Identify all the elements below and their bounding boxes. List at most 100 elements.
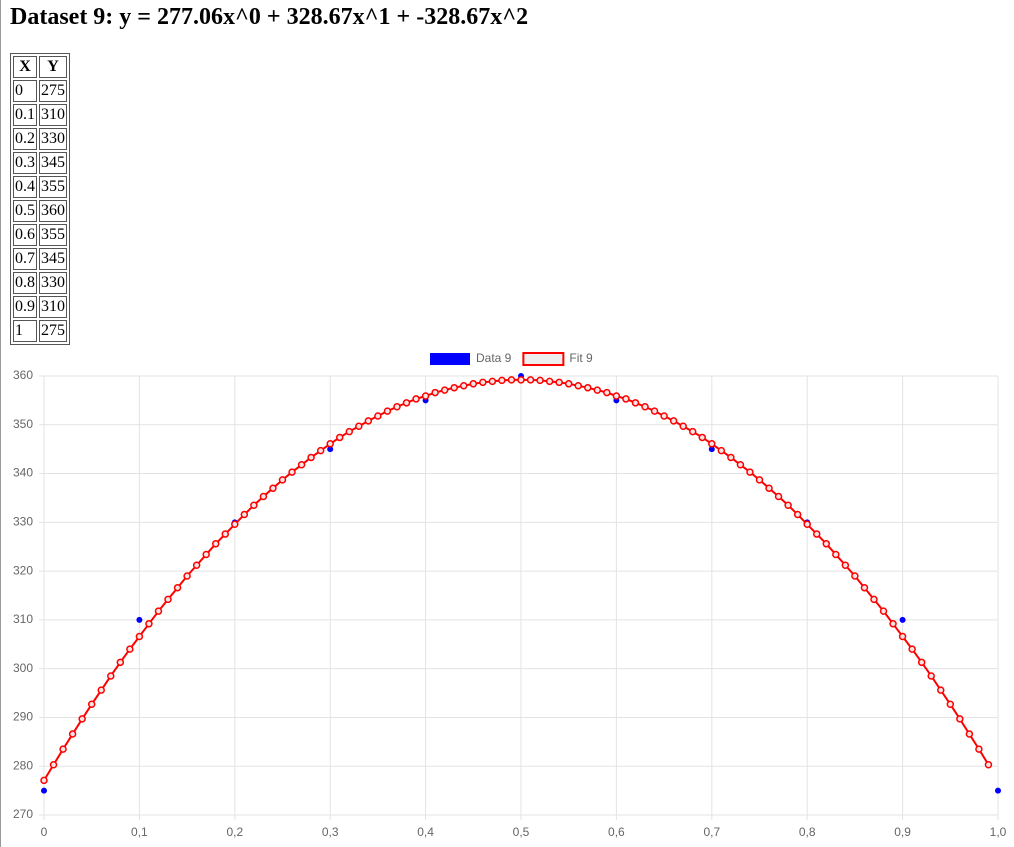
fit-point — [946, 700, 955, 709]
x-tick-label: 0,8 — [799, 825, 816, 839]
fit-point — [116, 658, 125, 667]
fit-point — [269, 484, 277, 492]
fit-point — [517, 376, 525, 384]
fit-point — [736, 461, 745, 469]
data-table: X Y 0 275 0.1 310 0.2 330 0.3 345 0.4 355 0.5 360 0.6 3… — [10, 53, 70, 345]
fit-point — [307, 453, 315, 462]
fit-point — [440, 386, 449, 394]
chart: 270 280 290 300 310 320 330 340 350 360 0 0,1 0,2 0,3… — [13, 351, 1007, 839]
fit-point — [202, 550, 210, 559]
fit-point — [965, 730, 974, 738]
table-cell: 330 — [39, 128, 67, 150]
fit-point — [374, 412, 382, 420]
x-tick-label: 0,6 — [608, 825, 625, 839]
fit-point — [956, 715, 964, 723]
table-row: 1 275 — [13, 320, 67, 342]
fit-point — [68, 730, 77, 738]
fit-point — [917, 658, 926, 667]
table-cell: 1 — [13, 320, 37, 342]
table-row: 0.7 345 — [13, 248, 67, 270]
fit-point — [851, 572, 859, 580]
fit-point — [717, 446, 726, 455]
y-tick-label: 350 — [13, 417, 33, 431]
fit-point — [183, 572, 191, 580]
fit-point — [221, 530, 230, 538]
x-tick-label: 0,4 — [417, 825, 434, 839]
fit-point — [412, 395, 420, 403]
fit-point — [860, 583, 869, 592]
data-point — [708, 446, 715, 453]
fit-point — [746, 468, 754, 476]
fit-point — [460, 382, 468, 390]
fit-point — [97, 686, 105, 694]
x-tick-label: 0,5 — [513, 825, 530, 839]
fit-point — [135, 632, 144, 641]
table-cell: 355 — [39, 224, 67, 246]
table-cell: 0.3 — [13, 152, 37, 174]
fit-point — [803, 520, 811, 529]
fit-point — [688, 427, 697, 436]
data-point — [899, 616, 906, 623]
fit-point — [937, 686, 945, 694]
legend-label: Fit 9 — [569, 351, 593, 365]
fit-point — [450, 383, 458, 392]
table-cell: 0.5 — [13, 200, 37, 222]
x-tick-label: 0,3 — [322, 825, 339, 839]
table-cell: 0.4 — [13, 176, 37, 198]
fit-point — [641, 402, 649, 411]
fit-point — [297, 461, 306, 469]
y-tick-label: 290 — [13, 710, 33, 724]
legend-swatch — [522, 352, 565, 366]
header-cell: Y — [39, 56, 67, 78]
fit-point — [889, 620, 897, 628]
fit-point — [679, 422, 687, 430]
fit-point — [211, 540, 220, 548]
fit-point — [145, 620, 153, 628]
y-tick-label: 340 — [13, 466, 33, 480]
table-cell: 0.9 — [13, 296, 37, 318]
fit-point — [669, 417, 678, 425]
table-row: 0 275 — [13, 80, 67, 102]
y-tick-label: 360 — [13, 368, 33, 382]
fit-point — [765, 484, 773, 492]
y-tick-label: 300 — [13, 661, 33, 675]
fit-point — [240, 510, 249, 519]
fit-point — [984, 761, 993, 769]
fit-point — [774, 492, 783, 501]
table-cell: 360 — [39, 200, 67, 222]
table-row: 0.8 330 — [13, 272, 67, 294]
table-cell: 310 — [39, 104, 67, 126]
y-tick-label: 330 — [13, 515, 33, 529]
table-row: 0.2 330 — [13, 128, 67, 150]
fit-point — [593, 386, 602, 394]
data-point — [995, 787, 1001, 794]
fit-point — [288, 468, 296, 476]
fit-point — [383, 407, 392, 415]
table-cell: 0.2 — [13, 128, 37, 150]
y-tick-label: 320 — [13, 563, 33, 577]
data-point — [327, 446, 334, 453]
table-row: 0.4 355 — [13, 176, 67, 198]
table-cell: 0.8 — [13, 272, 37, 294]
fit-line — [43, 378, 990, 781]
fit-point — [49, 761, 58, 769]
fit-point — [870, 595, 878, 604]
table-row: 0.5 360 — [13, 200, 67, 222]
y-tick-label: 280 — [13, 758, 33, 772]
table-cell: 345 — [39, 152, 67, 174]
table-row: 0.6 355 — [13, 224, 67, 246]
y-tick-label: 270 — [13, 807, 33, 821]
table-row: 0.3 345 — [13, 152, 67, 174]
fit-point — [584, 383, 592, 392]
fit-point — [784, 501, 792, 510]
fit-point — [402, 399, 411, 407]
fit-point — [393, 402, 401, 411]
fit-point — [59, 745, 67, 753]
fit-point — [698, 433, 707, 442]
fit-point — [488, 377, 497, 386]
fit-point — [173, 583, 182, 592]
table-cell: 275 — [39, 320, 67, 342]
